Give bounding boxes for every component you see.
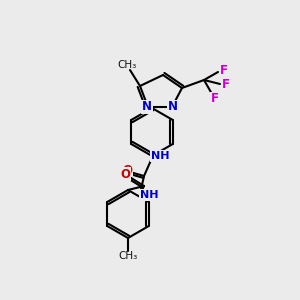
Text: O: O xyxy=(122,164,132,176)
Text: NH: NH xyxy=(140,190,158,200)
Text: NH: NH xyxy=(151,151,169,161)
Text: O: O xyxy=(120,167,130,181)
Text: F: F xyxy=(222,77,230,91)
Text: CH₃: CH₃ xyxy=(118,251,138,261)
Text: N: N xyxy=(168,100,178,113)
Text: CH₃: CH₃ xyxy=(117,60,136,70)
Text: F: F xyxy=(220,64,228,77)
Text: N: N xyxy=(142,100,152,113)
Text: F: F xyxy=(211,92,219,106)
